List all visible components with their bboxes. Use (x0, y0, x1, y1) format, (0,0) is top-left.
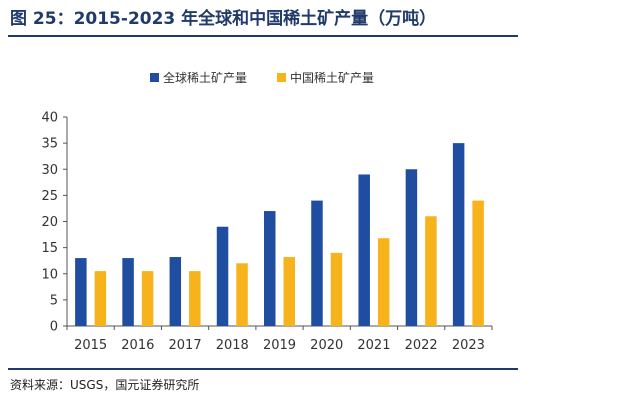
global-output-bar (122, 258, 134, 326)
legend-swatch-global (150, 73, 159, 82)
global-output-bar (264, 211, 276, 326)
china-output-bar (377, 238, 390, 326)
y-tick-label: 20 (41, 215, 58, 230)
y-tick-label: 40 (41, 111, 58, 126)
footer-divider (8, 368, 518, 370)
y-tick-label: 10 (41, 267, 58, 282)
source-note: 资料来源：USGS，国元证券研究所 (10, 378, 200, 392)
legend-label-china: 中国稀土矿产量 (290, 70, 374, 85)
china-output-bar (236, 263, 248, 326)
x-axis: 2015 2016 2017 2018 2019 2020 2021 2022 2023 (66, 325, 493, 353)
y-tick-label: 35 (41, 137, 58, 152)
x-tick-label: 2023 (452, 338, 485, 353)
global-output-bar (216, 226, 229, 326)
global-output-bar (75, 258, 87, 326)
global-output-bar (405, 169, 418, 326)
china-output-bar (189, 271, 201, 326)
y-axis: 0 5 10 15 20 25 30 35 40 (41, 111, 68, 335)
x-tick-label: 2019 (263, 338, 296, 353)
x-tick-label: 2020 (310, 338, 343, 353)
x-tick-label: 2016 (121, 338, 154, 353)
china-output-bar (472, 200, 484, 326)
china-output-bar (330, 252, 343, 326)
title-divider (8, 35, 518, 37)
y-tick-label: 5 (50, 293, 58, 308)
global-output-bar (169, 257, 182, 326)
x-tick-label: 2015 (74, 338, 107, 353)
global-output-bar (311, 200, 323, 326)
china-output-bar (141, 271, 154, 326)
global-output-bar (358, 174, 370, 326)
global-output-bar (452, 143, 465, 326)
china-output-bar (425, 216, 437, 326)
y-tick-label: 25 (41, 189, 58, 204)
legend-label-global: 全球稀土矿产量 (163, 70, 247, 85)
bars (75, 143, 484, 326)
china-output-bar (94, 271, 107, 326)
y-tick-label: 15 (41, 241, 58, 256)
y-tick-label: 0 (50, 320, 58, 335)
x-tick-label: 2022 (405, 338, 438, 353)
x-tick-label: 2017 (169, 338, 202, 353)
legend-swatch-china (277, 73, 286, 82)
x-tick-label: 2021 (357, 338, 390, 353)
chart-title: 图 25：2015-2023 年全球和中国稀土矿产量（万吨） (10, 9, 437, 29)
china-output-bar (283, 257, 295, 326)
y-tick-label: 30 (41, 163, 58, 178)
legend: 全球稀土矿产量 中国稀土矿产量 (150, 70, 374, 85)
x-tick-label: 2018 (216, 338, 249, 353)
